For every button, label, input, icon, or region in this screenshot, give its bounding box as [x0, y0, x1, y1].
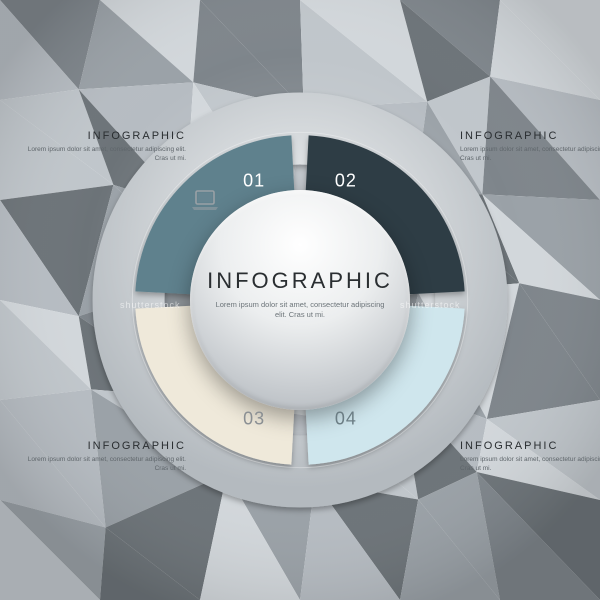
center-title: INFOGRAPHIC	[207, 268, 393, 294]
watermark: shutterstock	[400, 300, 461, 310]
segment-03-number: 03	[243, 409, 265, 430]
callout-02: INFOGRAPHIC Lorem ipsum dolor sit amet, …	[460, 130, 600, 164]
callout-body: Lorem ipsum dolor sit amet, consectetur …	[460, 456, 600, 474]
callout-body: Lorem ipsum dolor sit amet, consectetur …	[16, 456, 186, 474]
segment-02-number: 02	[335, 170, 357, 191]
callout-title: INFOGRAPHIC	[16, 440, 186, 452]
watermark: shutterstock	[120, 300, 181, 310]
center-body: Lorem ipsum dolor sit amet, consectetur …	[215, 300, 385, 321]
infographic-stage: INFOGRAPHIC Lorem ipsum dolor sit amet, …	[0, 0, 600, 600]
callout-01: INFOGRAPHIC Lorem ipsum dolor sit amet, …	[16, 130, 186, 164]
center-disc: INFOGRAPHIC Lorem ipsum dolor sit amet, …	[190, 190, 410, 410]
callout-body: Lorem ipsum dolor sit amet, consectetur …	[16, 146, 186, 164]
callout-title: INFOGRAPHIC	[460, 130, 600, 142]
callout-title: INFOGRAPHIC	[460, 440, 600, 452]
segment-01-number: 01	[243, 170, 265, 191]
callout-03: INFOGRAPHIC Lorem ipsum dolor sit amet, …	[16, 440, 186, 474]
callout-title: INFOGRAPHIC	[16, 130, 186, 142]
segment-04-number: 04	[335, 409, 357, 430]
callout-04: INFOGRAPHIC Lorem ipsum dolor sit amet, …	[460, 440, 600, 474]
callout-body: Lorem ipsum dolor sit amet, consectetur …	[460, 146, 600, 164]
